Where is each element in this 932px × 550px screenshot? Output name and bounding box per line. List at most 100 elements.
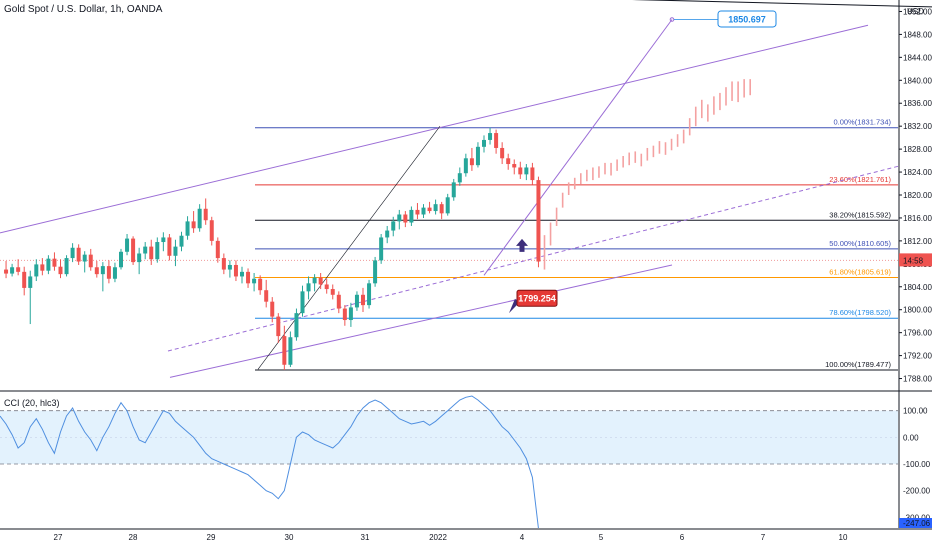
fib-level-label: 50.00%(1810.605) — [829, 239, 891, 248]
candle-body — [185, 221, 190, 236]
candle-body — [391, 221, 396, 231]
y-tick-label: 1816.000 — [903, 214, 932, 223]
candle-body — [125, 238, 130, 252]
y-tick-label: 1848.000 — [903, 30, 932, 39]
cci-band-fill — [0, 410, 898, 464]
candle-body — [373, 260, 378, 284]
y-tick-label: 1788.000 — [903, 375, 932, 384]
x-tick-label: 27 — [54, 533, 63, 542]
candle-body — [342, 308, 347, 321]
candle-body — [336, 294, 341, 309]
candle-body — [82, 254, 87, 262]
candle-body — [209, 220, 214, 241]
candle-body — [179, 235, 184, 247]
candle-body — [4, 269, 9, 274]
x-tick-label: 4 — [520, 533, 525, 542]
candle-body — [119, 251, 123, 268]
x-tick-label: 7 — [761, 533, 766, 542]
candle-body — [52, 258, 57, 267]
y-tick-label: 1804.000 — [903, 283, 932, 292]
candle-body — [203, 208, 208, 221]
candle-body — [22, 271, 27, 288]
candle-body — [518, 167, 523, 175]
candle-body — [131, 238, 136, 263]
candle-body — [143, 246, 148, 254]
candle-body — [300, 291, 305, 314]
candle-body — [112, 267, 117, 279]
y-tick-label: 1836.000 — [903, 99, 932, 108]
candle-body — [88, 254, 93, 268]
candle-body — [469, 158, 474, 166]
low-label-box — [516, 289, 558, 307]
impulse-line — [257, 125, 441, 370]
annotations: 1850.697 1799.254 — [516, 10, 777, 307]
candle-body — [58, 266, 63, 275]
candle-body — [421, 207, 426, 215]
x-tick-label: 5 — [599, 533, 604, 542]
trend-drawings — [0, 0, 932, 378]
candle-body — [306, 283, 311, 292]
cci-tick-label: -200.00 — [903, 487, 931, 496]
cci-tick-label: -300.00 — [903, 513, 931, 522]
cci-tick-label: -100.00 — [903, 460, 931, 469]
candle-body — [215, 240, 220, 259]
candle-body — [318, 277, 323, 285]
x-tick-label: 6 — [680, 533, 685, 542]
candle-body — [367, 283, 372, 306]
projection-bars — [543, 79, 752, 270]
cci-value-label: -247.06 — [903, 519, 931, 528]
candle-body — [379, 237, 384, 261]
candle-body — [70, 247, 75, 259]
candle-body — [294, 313, 299, 338]
candle-body — [246, 271, 251, 284]
candle-body — [155, 242, 160, 260]
channel-upper-line — [0, 24, 869, 234]
cci-tick-label: 0.00 — [903, 433, 919, 442]
cci-value-tag — [899, 518, 932, 528]
x-tick-label: 30 — [285, 533, 294, 542]
candle-body — [270, 301, 275, 317]
projection-trendline — [483, 19, 673, 276]
target-label-box — [717, 10, 777, 28]
candle-body — [445, 197, 450, 214]
long-trendline — [632, 0, 932, 8]
candle-body — [197, 208, 202, 229]
candle-body — [494, 133, 499, 148]
y-tick-label: 1800.000 — [903, 306, 932, 315]
channel-lower-line — [169, 264, 673, 378]
projection-end-dot — [669, 17, 675, 22]
candle-body — [361, 294, 365, 306]
currency-label: USD — [907, 7, 924, 16]
candle-body — [506, 158, 511, 165]
candle-body — [34, 264, 39, 277]
cci-title: CCI (20, hlc3) — [4, 398, 60, 408]
x-tick-label: 10 — [839, 533, 848, 542]
candle-body — [167, 237, 172, 256]
x-tick-label: 28 — [129, 533, 138, 542]
candle-body — [149, 246, 154, 260]
y-tick-label: 1852.000 — [903, 7, 932, 16]
fib-level-label: 78.60%(1798.520) — [829, 308, 891, 317]
candle-body — [536, 180, 541, 262]
y-tick-label: 1844.000 — [903, 53, 932, 62]
candle-body — [94, 267, 99, 275]
symbol-title: Gold Spot / U.S. Dollar, 1h, OANDA — [4, 4, 163, 15]
candle-body — [173, 246, 178, 256]
y-tick-label: 1792.000 — [903, 352, 932, 361]
fib-level-label: 100.00%(1789.477) — [825, 360, 891, 369]
y-tick-label: 1812.000 — [903, 237, 932, 246]
candle-body — [258, 278, 263, 291]
axes: 1852.000 1848.000 1844.000 1840.000 1836.000… — [54, 7, 932, 542]
candle-body — [409, 209, 414, 223]
y-tick-label: 1824.000 — [903, 168, 932, 177]
candle-body — [330, 289, 335, 295]
candle-body — [137, 253, 142, 263]
candle-body — [348, 307, 353, 321]
y-tick-label: 1828.000 — [903, 145, 932, 154]
candle-body — [221, 258, 226, 270]
candle-body — [475, 146, 480, 166]
candle-body — [354, 294, 359, 308]
candle-body — [46, 258, 51, 271]
candle-body — [276, 316, 281, 337]
